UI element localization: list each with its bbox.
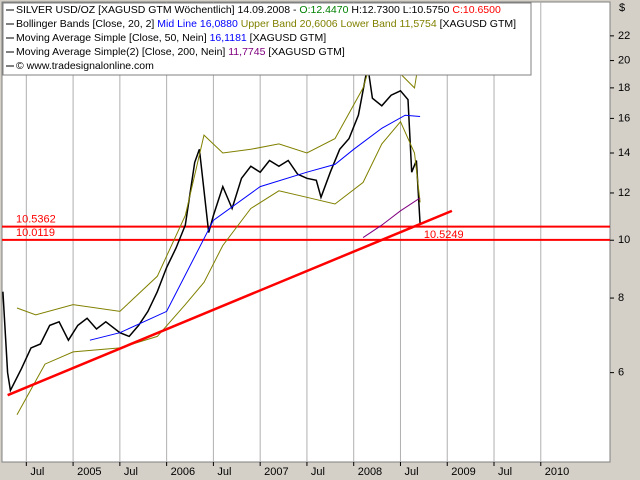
horizontal-line-label: 10.5362 bbox=[16, 214, 56, 226]
legend-text: Moving Average Simple [Close, 50, Nein] bbox=[16, 32, 210, 44]
x-tick-label: 2008 bbox=[358, 466, 382, 478]
x-tick-label: Jul bbox=[217, 466, 231, 478]
series-line bbox=[89, 114, 421, 341]
trend-line bbox=[7, 209, 453, 397]
x-tick-label: Jul bbox=[124, 466, 138, 478]
legend-text: Bollinger Bands [Close, 20, 2] bbox=[16, 18, 157, 30]
legend-text: O:12.4470 bbox=[299, 4, 348, 16]
legend-entry: SILVER USD/OZ [XAGUSD GTM Wöchentlich] 1… bbox=[16, 4, 501, 16]
legend-entry: © www.tradesignalonline.com bbox=[16, 60, 154, 72]
x-tick-label: 2010 bbox=[545, 466, 569, 478]
legend-text: © www.tradesignalonline.com bbox=[16, 60, 154, 72]
legend-text: [XAGUSD GTM] bbox=[247, 32, 326, 44]
x-tick-label: Jul bbox=[311, 466, 325, 478]
y-tick-label: 10 bbox=[618, 234, 630, 246]
y-tick-label: 14 bbox=[618, 147, 630, 159]
horizontal-line-label: 10.0119 bbox=[16, 227, 55, 239]
x-tick-label: 2007 bbox=[264, 466, 288, 478]
y-tick-label: 18 bbox=[618, 82, 630, 94]
legend-box bbox=[2, 2, 532, 76]
currency: $ bbox=[619, 2, 625, 14]
legend-text: 11,7745 bbox=[228, 46, 265, 58]
legend-text: Moving Average Simple(2) [Close, 200, Ne… bbox=[16, 46, 228, 58]
legend-text: Mid Line 16,0880 bbox=[157, 18, 238, 30]
legend-text: SILVER USD/OZ [XAGUSD GTM Wöchentlich] 1… bbox=[16, 4, 299, 16]
legend-text: H:12.7300 L:10.5750 bbox=[348, 4, 452, 16]
legend-text: [XAGUSD GTM] bbox=[265, 46, 344, 58]
series-line bbox=[362, 197, 421, 239]
plot-area bbox=[1, 1, 611, 463]
legend-entry: Bollinger Bands [Close, 20, 2] Mid Line … bbox=[16, 18, 516, 30]
x-tick-label: 2005 bbox=[77, 466, 101, 478]
y-tick-label: 22 bbox=[618, 30, 630, 42]
legend-text: 16,1181 bbox=[210, 32, 247, 44]
y-tick-label: 8 bbox=[618, 292, 624, 304]
x-tick-label: Jul bbox=[30, 466, 44, 478]
x-tick-label: 2006 bbox=[171, 466, 195, 478]
x-tick-label: Jul bbox=[498, 466, 512, 478]
x-tick-label: 2009 bbox=[451, 466, 475, 478]
y-tick-label: 12 bbox=[618, 187, 630, 199]
trend-line-label: 10.5249 bbox=[424, 229, 464, 241]
legend-entry: Moving Average Simple(2) [Close, 200, Ne… bbox=[16, 46, 345, 58]
y-tick-label: 20 bbox=[618, 54, 630, 66]
legend-text: Upper Band 20,6006 Lower Band 11,5754 bbox=[238, 18, 437, 30]
series-line bbox=[16, 120, 421, 415]
legend-text: C:10.6500 bbox=[452, 4, 501, 16]
x-tick-label: Jul bbox=[404, 466, 418, 478]
legend-text: [XAGUSD GTM] bbox=[437, 18, 516, 30]
y-tick-label: 16 bbox=[618, 112, 630, 124]
y-tick-label: 6 bbox=[618, 367, 624, 379]
legend-entry: Moving Average Simple [Close, 50, Nein] … bbox=[16, 32, 326, 44]
